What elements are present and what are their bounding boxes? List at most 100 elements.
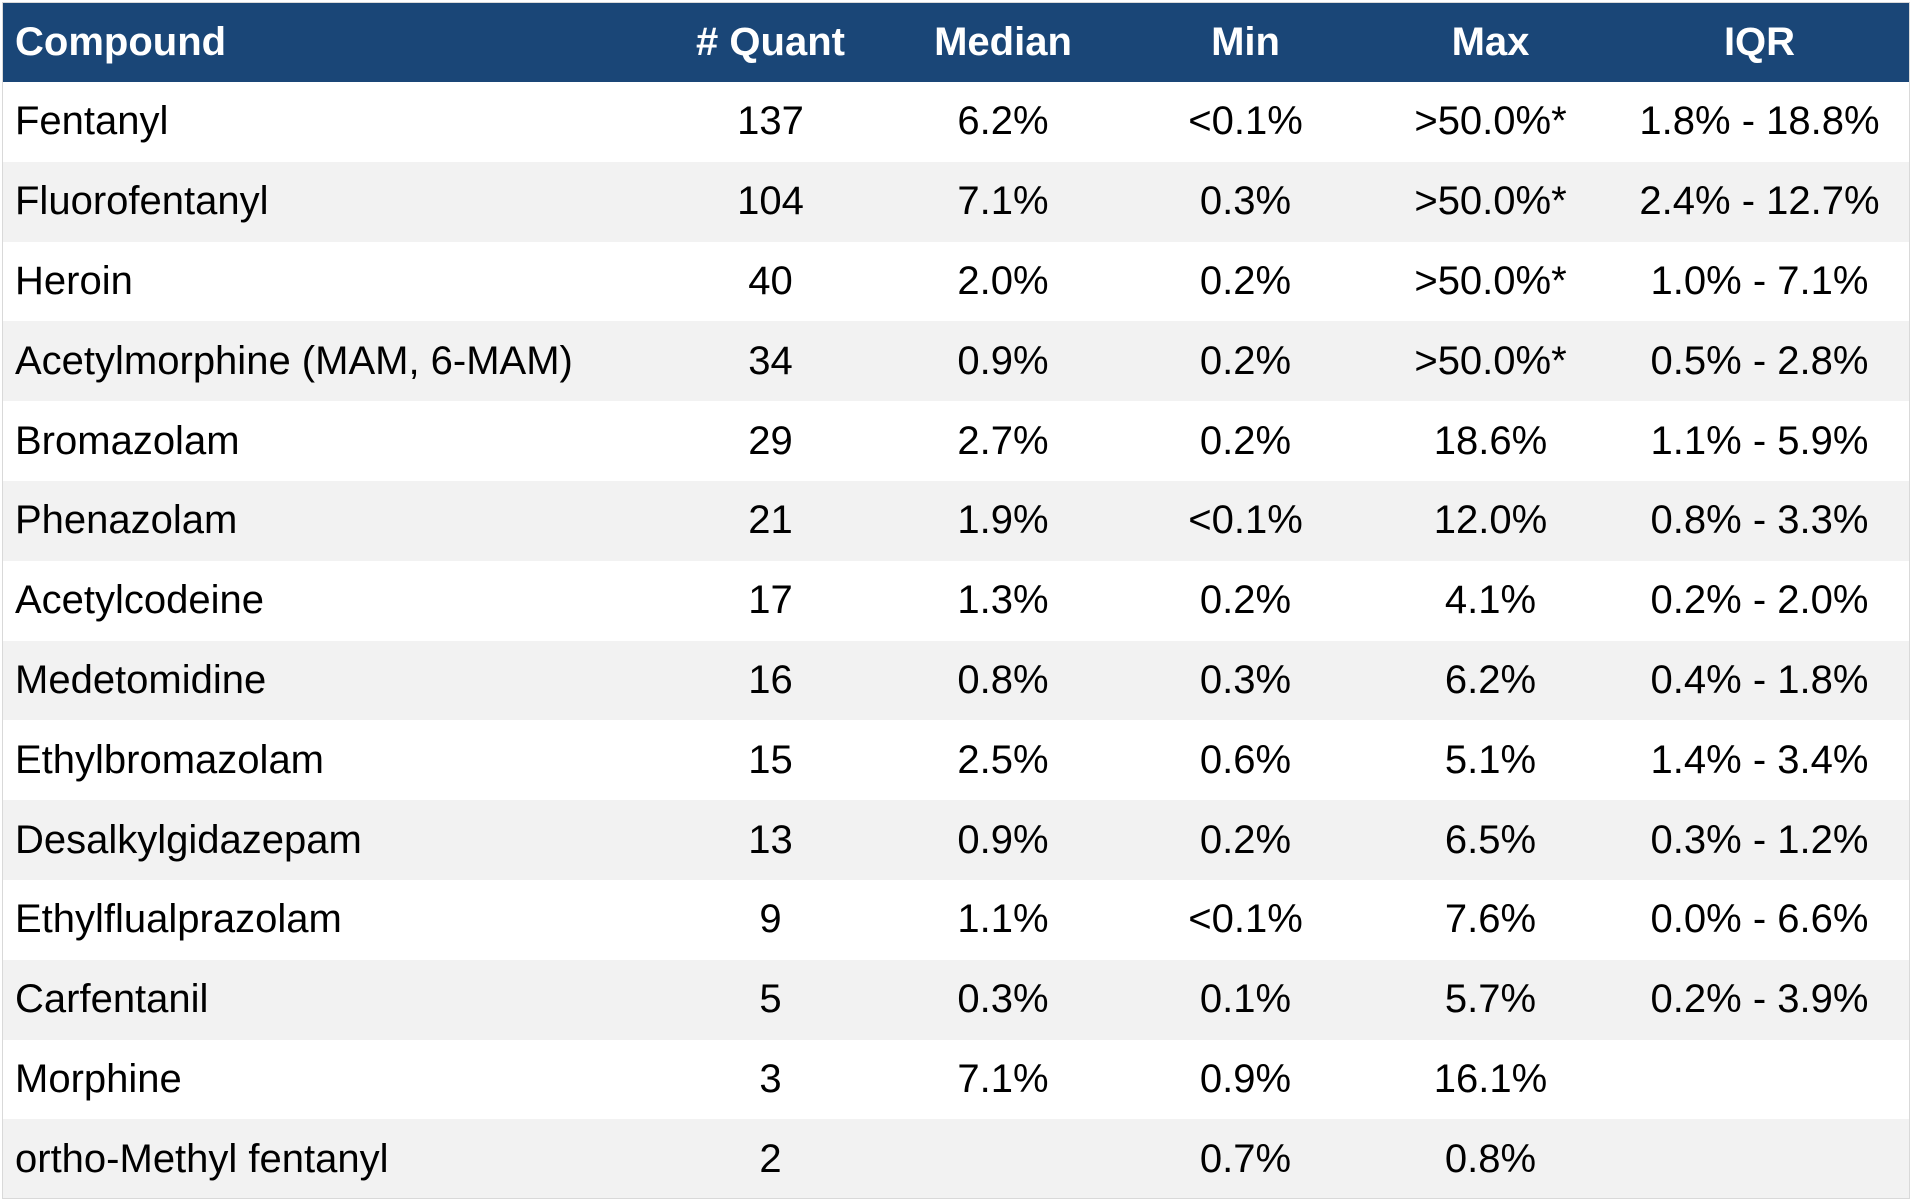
column-header-iqr: IQR xyxy=(1723,20,1796,64)
cell-compound: Morphine xyxy=(15,1056,182,1101)
cell-compound: Ethylbromazolam xyxy=(15,737,325,782)
cell-quant: 40 xyxy=(748,258,793,303)
cell-median: 2.7% xyxy=(957,418,1049,463)
cell-median: 1.9% xyxy=(957,498,1049,543)
table-body: Fentanyl 137 6.2% <0.1% >50.0%* 1.8% - 18.8% F… xyxy=(3,82,1909,1198)
column-header-max: Max xyxy=(1451,20,1530,64)
cell-quant: 13 xyxy=(748,817,793,862)
cell-iqr: 1.1% - 5.9% xyxy=(1650,418,1869,463)
cell-compound: Bromazolam xyxy=(15,418,240,463)
table-row: Acetylmorphine (MAM, 6-MAM) 34 0.9% 0.2% >50… xyxy=(3,321,1909,402)
cell-median: 1.3% xyxy=(957,578,1049,623)
cell-compound: Heroin xyxy=(15,258,133,303)
cell-iqr: 0.5% - 2.8% xyxy=(1650,338,1869,383)
cell-min: <0.1% xyxy=(1188,99,1303,144)
cell-quant: 9 xyxy=(759,897,782,942)
cell-quant: 104 xyxy=(737,179,804,224)
cell-max: 0.8% xyxy=(1444,1136,1537,1181)
cell-quant: 17 xyxy=(748,578,793,623)
table-row: Fluorofentanyl 104 7.1% 0.3% >50.0%* 2.4% - 1… xyxy=(3,161,1909,242)
cell-compound: Ethylflualprazolam xyxy=(15,897,342,942)
cell-median xyxy=(888,1119,1118,1198)
cell-quant: 2 xyxy=(759,1136,782,1181)
cell-median: 0.8% xyxy=(957,657,1049,702)
cell-median: 0.3% xyxy=(957,977,1049,1022)
cell-quant: 29 xyxy=(748,418,793,463)
cell-quant: 16 xyxy=(748,657,793,702)
table-header: Compound # Quant Median Min Max IQR xyxy=(3,3,1909,82)
cell-min: 0.3% xyxy=(1199,179,1292,224)
cell-iqr: 0.8% - 3.3% xyxy=(1650,498,1869,543)
cell-compound: Medetomidine xyxy=(15,657,267,702)
cell-max: 12.0% xyxy=(1433,498,1548,543)
column-header-median: Median xyxy=(934,20,1072,64)
cell-iqr: 0.2% - 3.9% xyxy=(1650,977,1869,1022)
cell-iqr: 2.4% - 12.7% xyxy=(1639,179,1880,224)
table-row: Desalkylgidazepam 13 0.9% 0.2% 6.5% 0.3% - 1.… xyxy=(3,800,1909,880)
cell-max: >50.0%* xyxy=(1414,338,1567,383)
cell-quant: 137 xyxy=(737,99,804,144)
cell-median: 2.0% xyxy=(957,258,1049,303)
table-row: Acetylcodeine 17 1.3% 0.2% 4.1% 0.2% - 2.0% xyxy=(3,560,1909,641)
cell-quant: 5 xyxy=(759,977,782,1022)
cell-compound: Acetylmorphine (MAM, 6-MAM) xyxy=(15,338,573,383)
cell-iqr: 1.0% - 7.1% xyxy=(1650,258,1869,303)
cell-median: 0.9% xyxy=(957,817,1049,862)
table-row: ortho-Methyl fentanyl 2 0.7% 0.8% xyxy=(3,1119,1909,1198)
cell-iqr: 1.4% - 3.4% xyxy=(1650,737,1869,782)
cell-median: 6.2% xyxy=(957,99,1049,144)
cell-compound: Fentanyl xyxy=(15,99,169,144)
table-row: Carfentanil 5 0.3% 0.1% 5.7% 0.2% - 3.9% xyxy=(3,959,1909,1040)
cell-min: <0.1% xyxy=(1188,897,1303,942)
cell-compound: ortho-Methyl fentanyl xyxy=(15,1136,389,1181)
cell-max: 16.1% xyxy=(1433,1056,1548,1101)
cell-median: 2.5% xyxy=(957,737,1049,782)
cell-min: 0.1% xyxy=(1199,977,1292,1022)
cell-median: 7.1% xyxy=(957,1056,1049,1101)
cell-iqr xyxy=(1608,1040,1909,1120)
cell-max: 6.2% xyxy=(1444,657,1537,702)
cell-max: 18.6% xyxy=(1433,418,1548,463)
compound-quantitation-table: Compound # Quant Median Min Max IQR Fent… xyxy=(3,3,1909,1198)
table-row: Medetomidine 16 0.8% 0.3% 6.2% 0.4% - 1.8% xyxy=(3,640,1909,721)
table-row: Phenazolam 21 1.9% <0.1% 12.0% 0.8% - 3.3% xyxy=(3,480,1909,561)
cell-max: 5.1% xyxy=(1444,737,1537,782)
cell-compound: Phenazolam xyxy=(15,498,238,543)
cell-max: 7.6% xyxy=(1444,897,1537,942)
column-header-min: Min xyxy=(1211,20,1280,64)
cell-min: 0.2% xyxy=(1199,258,1292,303)
cell-iqr: 0.2% - 2.0% xyxy=(1650,578,1869,623)
cell-min: 0.2% xyxy=(1199,418,1292,463)
cell-min: 0.2% xyxy=(1199,578,1292,623)
cell-min: 0.6% xyxy=(1199,737,1292,782)
cell-iqr: 0.0% - 6.6% xyxy=(1650,897,1869,942)
cell-quant: 34 xyxy=(748,338,793,383)
cell-min: 0.7% xyxy=(1199,1136,1292,1181)
column-header-compound: Compound xyxy=(15,20,227,64)
cell-max: 6.5% xyxy=(1444,817,1537,862)
cell-median: 7.1% xyxy=(957,179,1049,224)
cell-min: 0.2% xyxy=(1199,338,1292,383)
cell-max: 5.7% xyxy=(1444,977,1537,1022)
cell-max: 4.1% xyxy=(1444,578,1537,623)
cell-min: 0.2% xyxy=(1199,817,1292,862)
cell-median: 0.9% xyxy=(957,338,1049,383)
column-header-quant: # Quant xyxy=(696,20,845,64)
table-row: Morphine 3 7.1% 0.9% 16.1% xyxy=(3,1039,1909,1120)
cell-compound: Acetylcodeine xyxy=(15,578,265,623)
table-row: Ethylflualprazolam 9 1.1% <0.1% 7.6% 0.0% - 6… xyxy=(3,879,1909,960)
cell-iqr: 1.8% - 18.8% xyxy=(1639,99,1880,144)
cell-min: <0.1% xyxy=(1188,498,1303,543)
cell-min: 0.9% xyxy=(1199,1056,1292,1101)
table-row: Bromazolam 29 2.7% 0.2% 18.6% 1.1% - 5.9% xyxy=(3,401,1909,481)
cell-compound: Carfentanil xyxy=(15,977,209,1022)
cell-compound: Fluorofentanyl xyxy=(15,179,269,224)
cell-min: 0.3% xyxy=(1199,657,1292,702)
cell-max: >50.0%* xyxy=(1414,179,1567,224)
cell-median: 1.1% xyxy=(957,897,1049,942)
cell-iqr xyxy=(1608,1119,1909,1198)
table-row: Heroin 40 2.0% 0.2% >50.0%* 1.0% - 7.1% xyxy=(3,241,1909,322)
cell-quant: 15 xyxy=(748,737,793,782)
cell-quant: 21 xyxy=(748,498,793,543)
